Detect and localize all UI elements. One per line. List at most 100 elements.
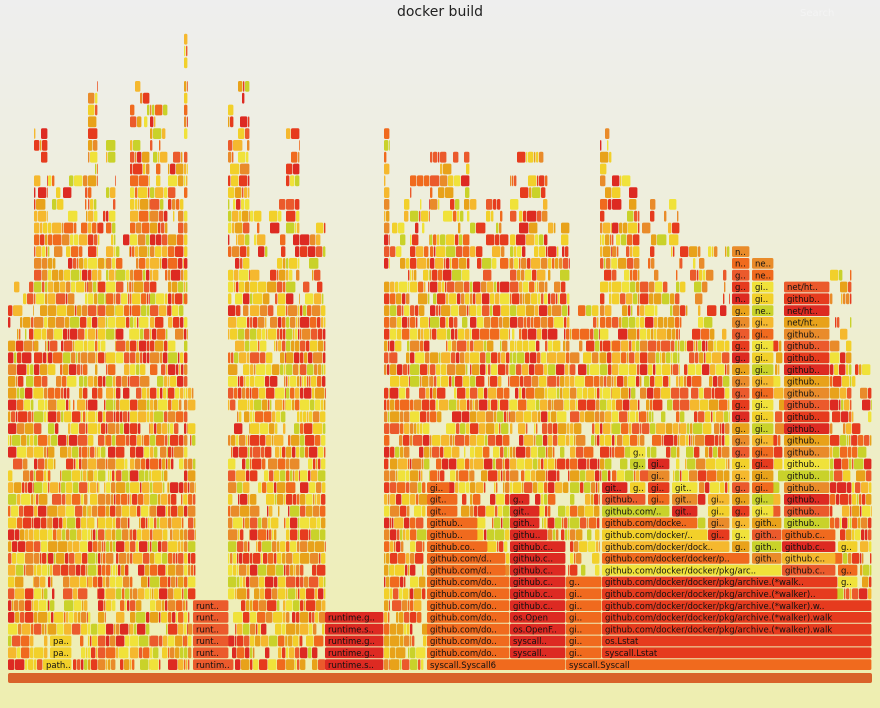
flame-frame[interactable] <box>617 435 623 446</box>
flame-frame[interactable] <box>61 387 64 399</box>
flame-frame[interactable] <box>153 151 158 163</box>
flame-frame[interactable] <box>147 293 149 305</box>
flame-frame[interactable] <box>261 553 263 564</box>
flame-frame[interactable] <box>651 328 654 340</box>
flame-frame[interactable] <box>585 411 595 423</box>
flame-frame[interactable] <box>396 293 402 305</box>
flame-frame[interactable] <box>779 399 785 411</box>
flame-frame-labeled[interactable]: runt.. <box>193 623 229 636</box>
flame-frame[interactable] <box>112 600 116 611</box>
flame-frame[interactable] <box>116 435 126 446</box>
flame-frame[interactable] <box>179 482 184 493</box>
flame-frame[interactable] <box>228 482 237 493</box>
flame-frame[interactable] <box>250 647 253 659</box>
flame-frame[interactable] <box>34 187 36 198</box>
flame-frame-rect[interactable] <box>752 529 782 541</box>
flame-frame[interactable] <box>34 246 36 257</box>
flame-frame[interactable] <box>436 399 439 411</box>
flame-frame[interactable] <box>400 446 404 458</box>
flame-frame[interactable] <box>289 258 298 269</box>
flame-frame[interactable] <box>85 281 87 293</box>
flame-frame[interactable] <box>157 328 166 340</box>
flame-frame[interactable] <box>157 423 162 434</box>
flame-frame-rect[interactable] <box>732 387 750 399</box>
flame-frame[interactable] <box>245 340 250 352</box>
flame-frame[interactable] <box>563 258 569 269</box>
flame-frame[interactable] <box>390 647 396 659</box>
flame-frame-rect[interactable] <box>602 623 872 635</box>
flame-frame[interactable] <box>149 210 150 222</box>
flame-frame[interactable] <box>123 576 130 588</box>
flame-frame[interactable] <box>116 305 124 316</box>
flame-frame[interactable] <box>91 623 98 635</box>
flame-frame[interactable] <box>290 505 300 517</box>
flame-frame[interactable] <box>834 364 839 375</box>
flame-frame[interactable] <box>305 435 315 446</box>
flame-frame[interactable] <box>124 364 130 375</box>
flame-frame[interactable] <box>16 376 18 387</box>
flame-frame[interactable] <box>630 269 633 281</box>
flame-frame[interactable] <box>655 281 663 293</box>
flame-frame[interactable] <box>184 151 188 163</box>
flame-frame[interactable] <box>237 576 240 588</box>
flame-frame[interactable] <box>30 364 34 375</box>
flame-frame[interactable] <box>415 305 419 316</box>
flame-frame[interactable] <box>183 494 184 505</box>
flame-frame[interactable] <box>138 423 141 434</box>
flame-frame[interactable] <box>255 635 261 647</box>
flame-frame[interactable] <box>286 623 296 635</box>
flame-frame[interactable] <box>139 317 149 328</box>
flame-frame[interactable] <box>319 576 324 588</box>
flame-frame[interactable] <box>532 269 537 281</box>
flame-frame[interactable] <box>182 517 184 529</box>
flame-frame[interactable] <box>34 175 41 187</box>
flame-frame[interactable] <box>452 411 462 423</box>
flame-frame[interactable] <box>290 564 294 576</box>
flame-frame[interactable] <box>53 234 62 246</box>
flame-frame[interactable] <box>130 305 132 316</box>
flame-frame[interactable] <box>656 423 666 434</box>
flame-frame[interactable] <box>675 470 680 482</box>
flame-frame[interactable] <box>300 529 309 541</box>
flame-frame[interactable] <box>561 281 566 293</box>
flame-frame[interactable] <box>48 305 57 316</box>
flame-frame-rect[interactable] <box>648 482 670 493</box>
flame-frame[interactable] <box>408 564 410 576</box>
flame-frame[interactable] <box>274 340 276 352</box>
flame-frame[interactable] <box>466 423 470 434</box>
flame-frame[interactable] <box>277 482 286 493</box>
flame-frame[interactable] <box>600 364 608 375</box>
flame-frame[interactable] <box>122 505 130 517</box>
flame-frame[interactable] <box>410 482 418 493</box>
flame-frame[interactable] <box>662 364 671 375</box>
flame-frame[interactable] <box>237 553 239 564</box>
flame-frame-rect[interactable] <box>325 623 384 635</box>
flame-frame[interactable] <box>159 635 163 647</box>
flame-frame[interactable] <box>154 116 156 128</box>
flame-frame[interactable] <box>548 411 551 423</box>
flame-frame[interactable] <box>657 340 661 352</box>
flame-frame-rect[interactable] <box>752 305 774 316</box>
flame-frame[interactable] <box>466 163 470 175</box>
flame-frame[interactable] <box>451 305 459 316</box>
flame-frame[interactable] <box>145 564 150 576</box>
flame-frame[interactable] <box>600 435 605 446</box>
flame-frame[interactable] <box>186 659 188 670</box>
flame-frame[interactable] <box>308 470 311 482</box>
flame-frame[interactable] <box>108 470 110 482</box>
flame-frame[interactable] <box>274 553 277 564</box>
flame-frame[interactable] <box>457 387 466 399</box>
flame-frame-rect[interactable] <box>732 258 750 269</box>
flame-frame[interactable] <box>155 104 163 116</box>
flame-frame[interactable] <box>619 317 622 328</box>
flame-frame[interactable] <box>625 470 634 482</box>
flame-frame[interactable] <box>172 305 179 316</box>
flame-frame[interactable] <box>594 494 599 505</box>
flame-frame[interactable] <box>139 635 149 647</box>
flame-frame[interactable] <box>20 529 25 541</box>
flame-frame[interactable] <box>73 541 80 552</box>
flame-frame-rect[interactable] <box>732 399 750 411</box>
flame-frame[interactable] <box>258 517 262 529</box>
flame-frame[interactable] <box>8 576 15 588</box>
flame-frame[interactable] <box>76 458 79 470</box>
